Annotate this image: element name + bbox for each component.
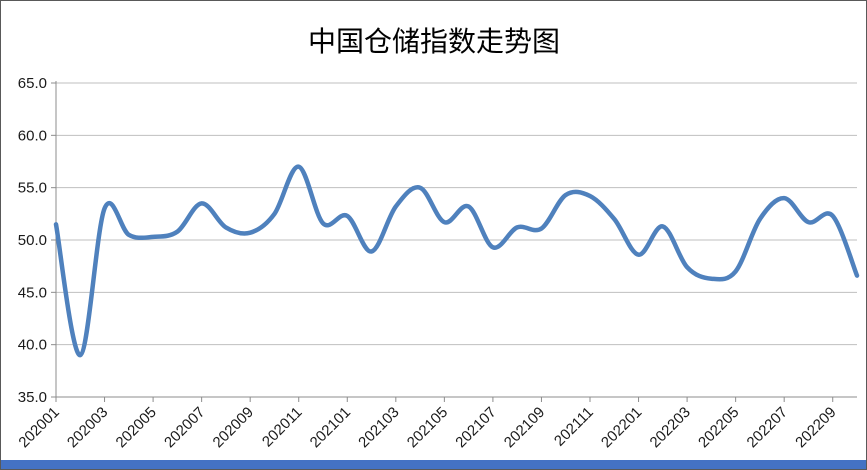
y-tick-label: 35.0	[18, 389, 47, 406]
x-tick-label: 202105	[404, 404, 451, 451]
x-tick-label: 202103	[355, 404, 402, 451]
index-line-series	[53, 164, 860, 358]
warehousing-index-line-chart: 35.040.045.050.055.060.065.0 202001 20200…	[15, 26, 860, 451]
x-tick-label: 202007	[161, 404, 208, 451]
x-tick-label: 202203	[646, 404, 693, 451]
y-tick-label: 40.0	[18, 337, 47, 354]
x-tick-label: 202209	[792, 404, 839, 451]
x-tick-label: 202005	[112, 404, 159, 451]
bottom-bar	[1, 460, 866, 469]
gridlines	[56, 82, 857, 346]
x-tick-label: 202101	[307, 404, 354, 451]
x-tick-label: 202205	[695, 404, 742, 451]
x-tick-label: 202009	[210, 404, 257, 451]
chart-title: 中国仓储指数走势图	[308, 26, 560, 58]
y-axis-labels: 35.0 40.0 45.0 50.0 55.0 60.0 65.0	[18, 75, 47, 406]
x-tick-label: 202207	[744, 404, 791, 451]
x-tick-label: 202109	[501, 404, 548, 451]
x-tick-label: 202001	[15, 404, 62, 451]
x-tick-label: 202011	[259, 404, 306, 451]
x-axis-labels: 202001 202003 202005 202007 202009 202011 2021…	[15, 404, 839, 451]
x-tick-label: 202201	[598, 404, 645, 451]
y-tick-label: 65.0	[18, 75, 47, 92]
x-tick-label: 202003	[64, 404, 111, 451]
y-tick-label: 60.0	[18, 127, 47, 144]
y-tick-label: 45.0	[18, 284, 47, 301]
axes	[51, 81, 857, 402]
y-tick-label: 50.0	[18, 232, 47, 249]
x-tick-label: 202107	[452, 404, 499, 451]
x-tick-label: 202111	[551, 404, 597, 450]
y-tick-label: 55.0	[18, 180, 47, 197]
